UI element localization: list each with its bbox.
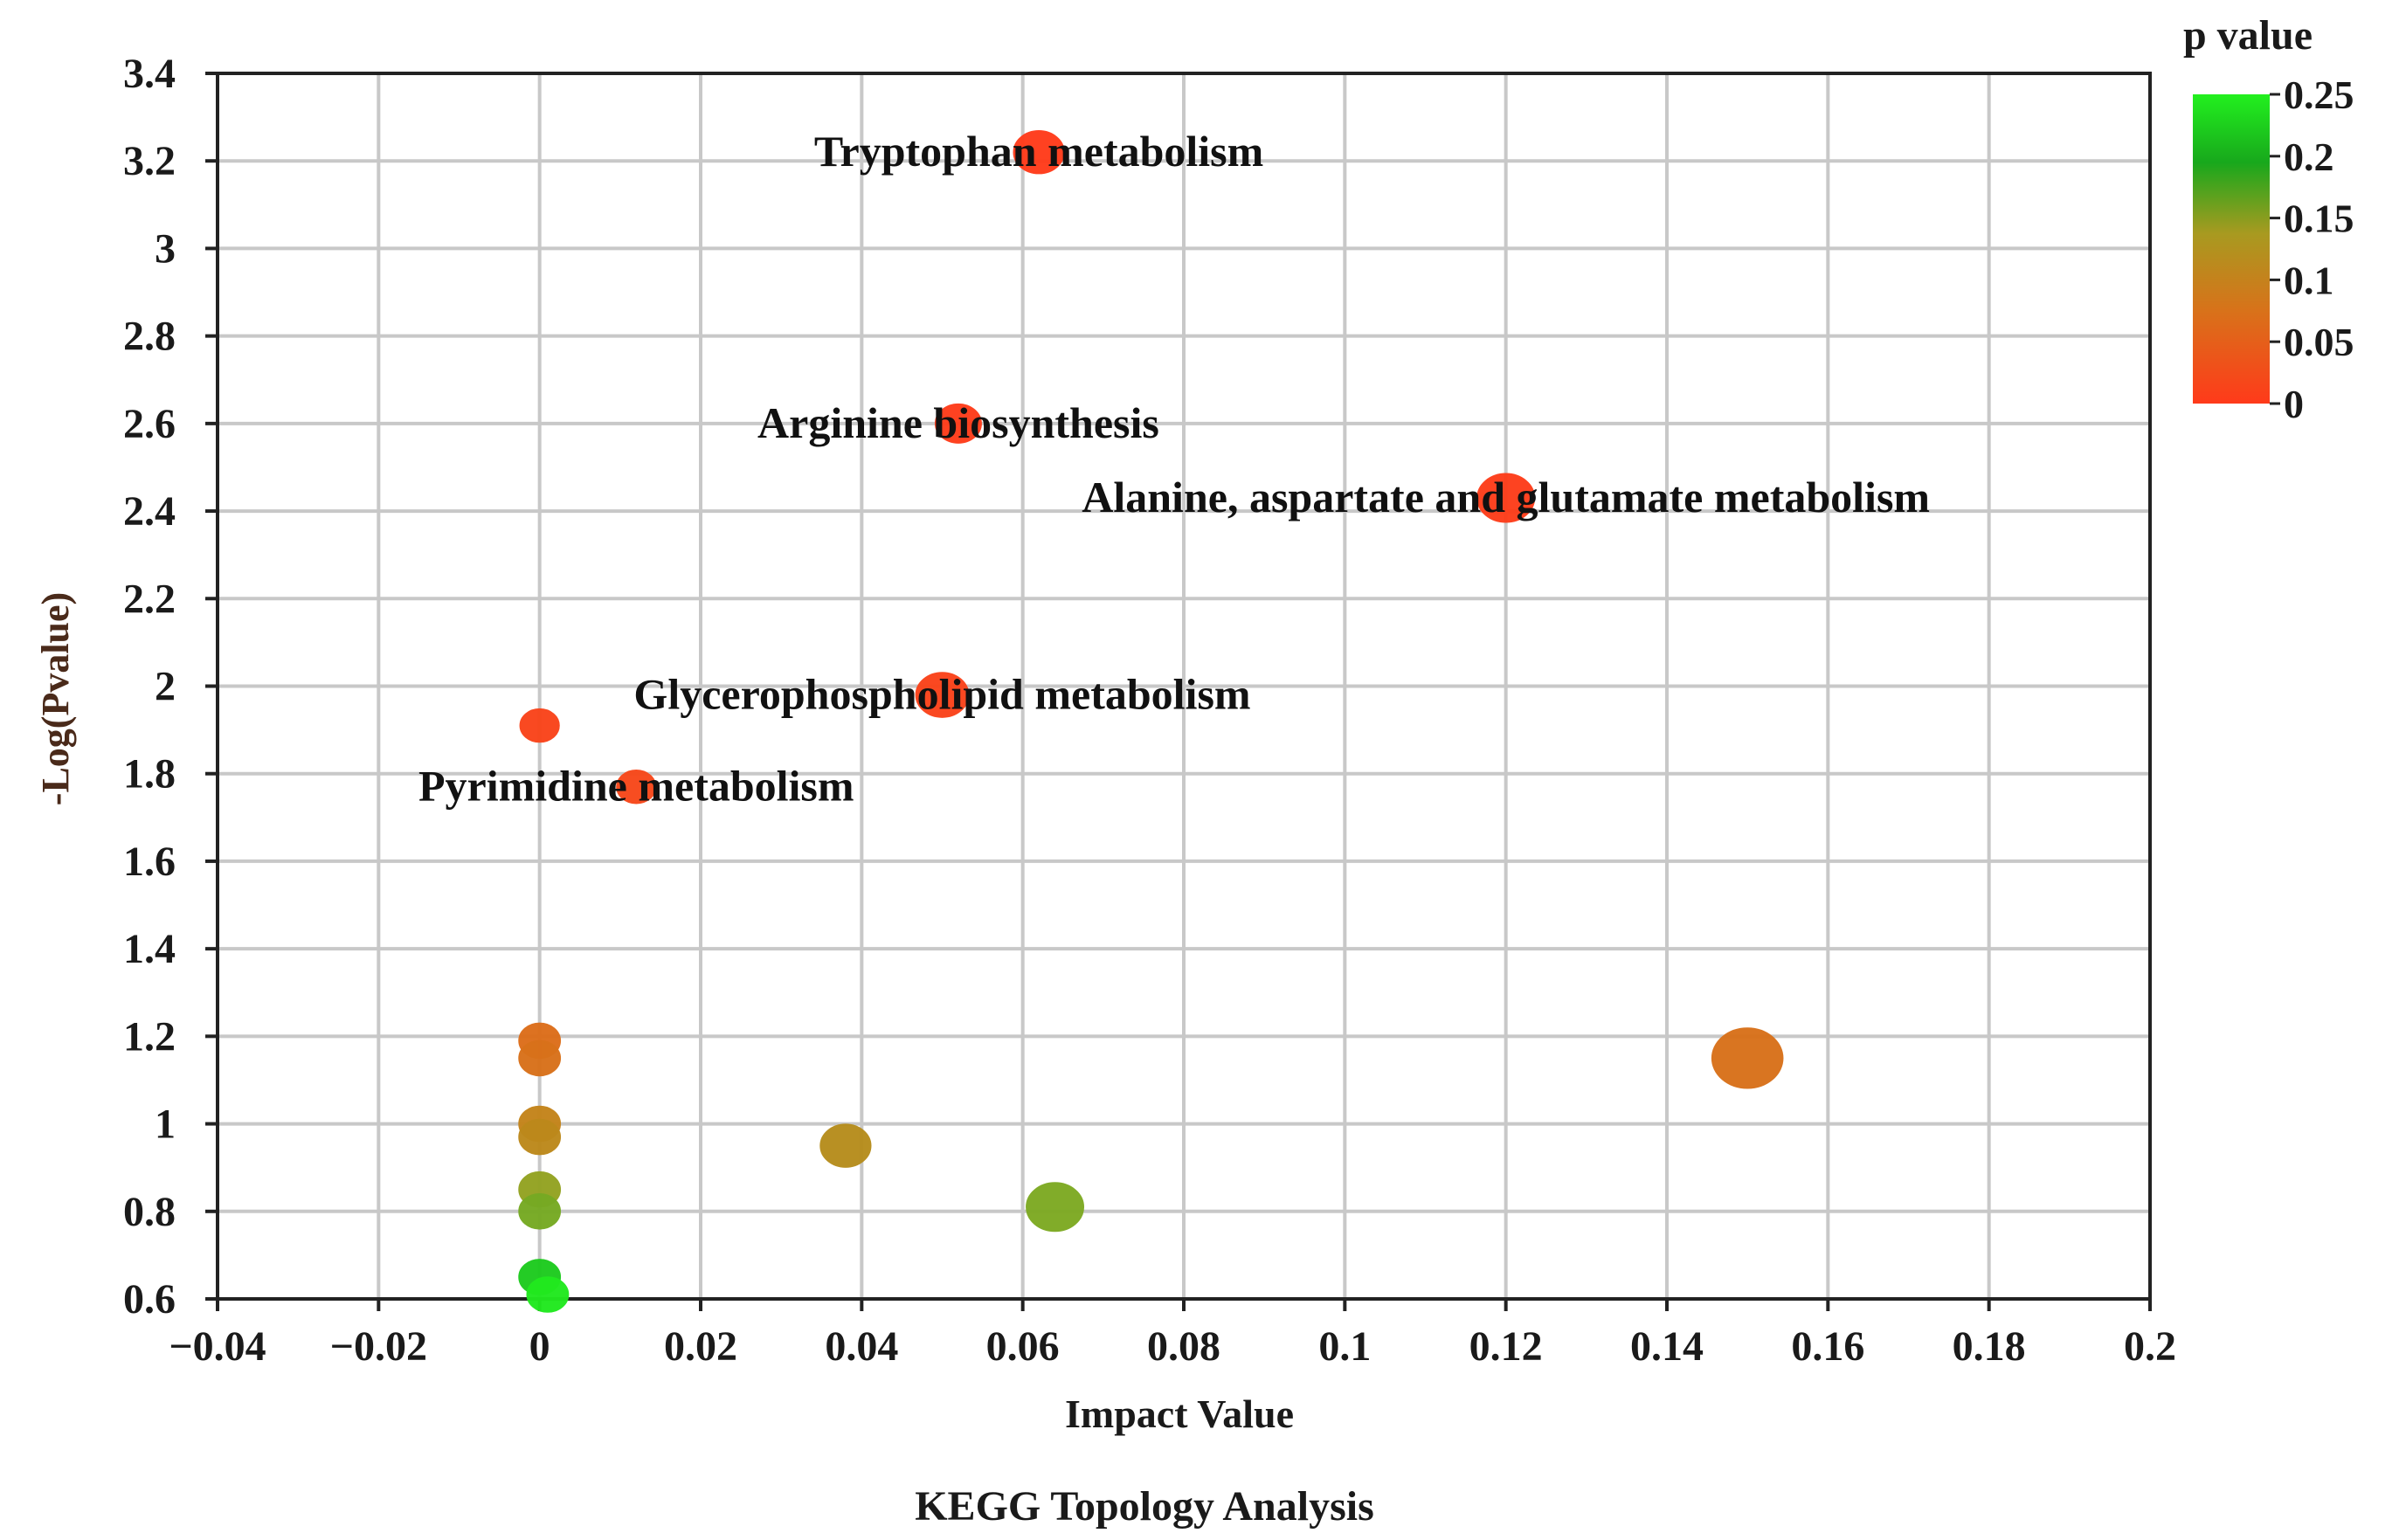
y-tick-label: 0.8	[123, 1189, 176, 1235]
point-label: Alanine, aspartate and glutamate metabol…	[1082, 473, 1930, 521]
x-tick-label: 0.16	[1791, 1323, 1864, 1370]
tick-labels: −0.04 −0.02 0 0.02 0.04 0.06 0.08 0.1 0.12 0.14 0.…	[123, 51, 2176, 1370]
legend-tick-label: 0	[2284, 382, 2304, 426]
y-tick-label: 2.8	[123, 314, 176, 360]
data-point	[518, 1039, 562, 1077]
legend-tick-label: 0.2	[2284, 135, 2334, 179]
y-tick-label: 2.4	[123, 488, 176, 535]
data-point	[1013, 129, 1065, 175]
legend-ticks: 0 0.05 0.1 0.15 0.2 0.25	[2270, 73, 2354, 426]
legend-tick-label: 0.05	[2284, 320, 2354, 364]
y-tick-label: 2.6	[123, 401, 176, 447]
data-point	[915, 672, 970, 718]
x-tick-label: 0.18	[1953, 1323, 2026, 1370]
y-tick-label: 2.2	[123, 576, 176, 622]
y-tick-label: 0.6	[123, 1276, 176, 1322]
x-tick-label: 0.14	[1630, 1323, 1704, 1370]
y-tick-label: 1.6	[123, 839, 176, 885]
y-tick-label: 1.8	[123, 751, 176, 798]
x-tick-label: 0	[529, 1323, 550, 1370]
x-tick-label: 0.08	[1147, 1323, 1220, 1370]
y-tick-label: 1.4	[123, 926, 176, 972]
data-point	[518, 1118, 562, 1156]
data-point	[616, 770, 657, 805]
y-tick-label: 3.4	[123, 51, 176, 97]
chart-caption: KEGG Topology Analysis	[915, 1483, 1374, 1530]
x-tick-label: 0.12	[1469, 1323, 1543, 1370]
point-label: Arginine biosynthesis	[757, 398, 1159, 447]
x-tick-label: 0.04	[825, 1323, 898, 1370]
data-point	[518, 1192, 562, 1230]
data-point	[519, 708, 560, 743]
point-labels: Tryptophan metabolism Arginine biosynthes…	[418, 127, 1930, 811]
x-tick-label: 0.02	[664, 1323, 737, 1370]
y-tick-label: 3.2	[123, 138, 176, 184]
legend-title: p value	[2183, 12, 2313, 59]
axes	[205, 72, 2152, 1311]
point-label: Pyrimidine metabolism	[418, 762, 854, 811]
legend-tick-label: 0.1	[2284, 258, 2334, 302]
data-points	[518, 129, 1784, 1313]
color-legend: p value 0 0.05 0.1 0.15 0.2 0.25	[2183, 12, 2354, 426]
x-tick-label: 0.1	[1318, 1323, 1371, 1370]
y-tick-label: 2	[155, 664, 176, 710]
data-point	[934, 403, 982, 444]
y-tick-label: 1	[155, 1101, 176, 1148]
y-tick-label: 1.2	[123, 1013, 176, 1060]
legend-color-bar	[2193, 94, 2270, 404]
data-point	[1476, 473, 1536, 523]
y-axis-title: -Log(Pvalue)	[34, 592, 77, 805]
plot-frame	[216, 72, 2152, 1301]
y-tick-label: 3	[155, 225, 176, 272]
data-point	[526, 1276, 570, 1313]
point-label: Glycerophospholipid metabolism	[633, 670, 1250, 719]
x-axis-title: Impact Value	[1065, 1392, 1294, 1436]
x-tick-label: −0.02	[330, 1323, 427, 1370]
data-point	[1026, 1182, 1085, 1233]
x-tick-label: 0.2	[2124, 1323, 2176, 1370]
data-point	[819, 1123, 872, 1168]
legend-tick-label: 0.15	[2284, 197, 2354, 241]
legend-tick-label: 0.25	[2284, 73, 2354, 117]
x-tick-label: −0.04	[169, 1323, 266, 1370]
data-point	[1711, 1027, 1784, 1089]
x-tick-label: 0.06	[986, 1323, 1060, 1370]
point-label: Tryptophan metabolism	[814, 127, 1263, 176]
